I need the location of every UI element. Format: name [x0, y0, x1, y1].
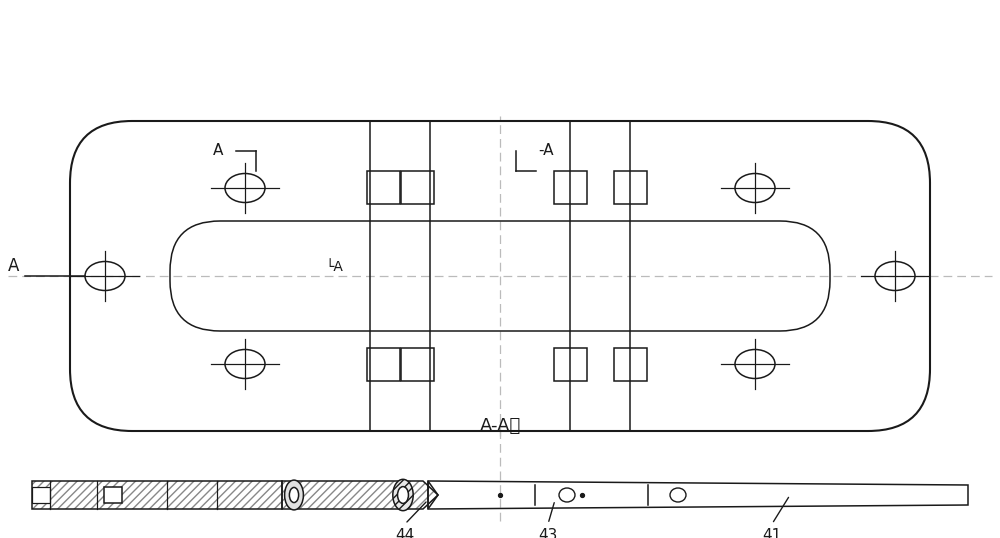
Text: -A: -A — [538, 144, 554, 159]
Ellipse shape — [289, 487, 299, 502]
Bar — [400, 348, 434, 380]
Bar — [400, 172, 434, 204]
Bar — [614, 348, 646, 380]
Bar — [32, 487, 50, 502]
Ellipse shape — [393, 479, 413, 511]
Bar — [104, 487, 122, 502]
Ellipse shape — [398, 486, 408, 504]
Bar — [554, 348, 586, 380]
Text: 43: 43 — [538, 528, 558, 538]
Bar — [614, 172, 646, 204]
Bar — [554, 172, 586, 204]
Text: └A: └A — [325, 260, 343, 274]
Text: A-A向: A-A向 — [479, 417, 521, 435]
Text: 41: 41 — [762, 528, 782, 538]
Text: 44: 44 — [395, 528, 415, 538]
Bar — [366, 348, 400, 380]
Bar — [366, 172, 400, 204]
Text: A: A — [8, 257, 20, 275]
Ellipse shape — [285, 480, 303, 510]
Text: A: A — [213, 144, 223, 159]
